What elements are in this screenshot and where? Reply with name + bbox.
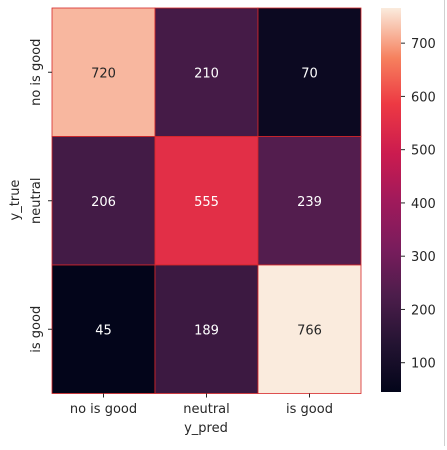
cell-value-label: 70 [301,66,318,81]
colorbar-tick-label: 700 [411,37,436,52]
cell-value-label: 766 [297,323,322,338]
cell-value-label: 45 [95,323,112,338]
heatmap-cell [154,136,259,266]
colorbar-tick-label: 500 [411,144,436,159]
y-tick-label: no is good [29,39,44,106]
x-tick-label: is good [286,402,333,417]
colorbar-tick-label: 600 [411,90,436,105]
heatmap-cell [257,136,362,266]
cell-value-label: 206 [91,195,116,210]
y-tick-label: neutral [29,178,44,225]
heatmap-cell [154,7,259,137]
heatmap-cell [154,264,259,394]
cell-value-label: 720 [91,66,116,81]
cell-value-label: 555 [194,195,219,210]
x-tick-label: neutral [183,402,230,417]
colorbar-tick-label: 100 [411,357,436,372]
colorbar-tick-label: 300 [411,250,436,265]
x-axis-label: y_pred [184,421,228,436]
y-tick-label: is good [29,306,44,353]
heatmap-cell [51,136,156,266]
cell-value-label: 210 [194,66,219,81]
colorbar [381,8,401,392]
heatmap-cell [257,7,362,137]
cell-value-label: 239 [297,195,322,210]
colorbar-tick-label: 400 [411,197,436,212]
cell-value-label: 189 [194,323,219,338]
heatmap-cell [51,7,156,137]
x-tick-label: no is good [70,402,137,417]
colorbar-tick-label: 200 [411,303,436,318]
y-axis-label: y_true [8,180,23,221]
divider [444,0,445,446]
